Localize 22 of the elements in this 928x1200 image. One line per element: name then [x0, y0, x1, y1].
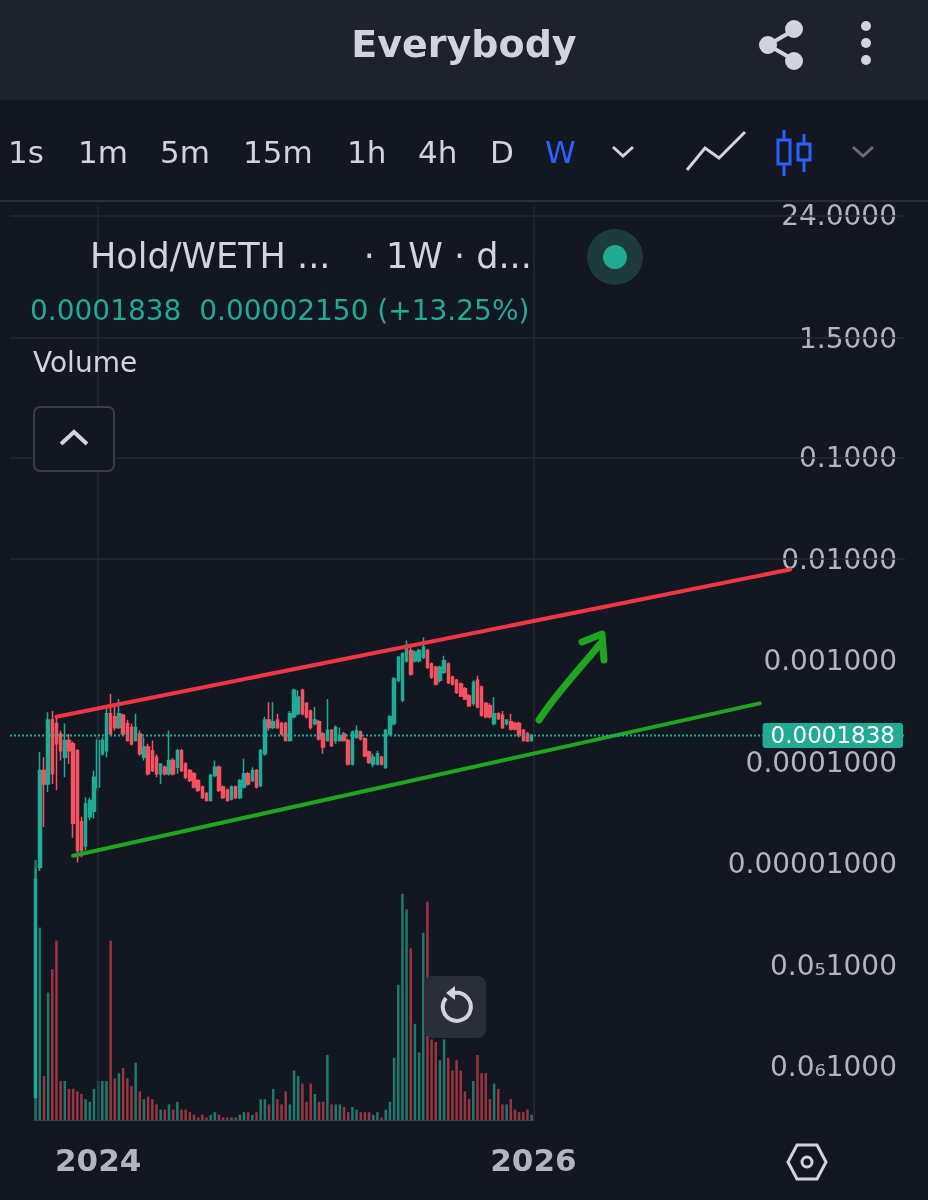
text: 1s: [8, 134, 44, 170]
y-tick-label: 0.0₆1000: [769, 1050, 897, 1084]
chart-title: Everybody: [350, 22, 578, 66]
text: 4h: [418, 134, 458, 170]
y-tick-label: 0.01000: [781, 542, 897, 576]
y-tick-label: 0.001000: [763, 644, 897, 678]
y-tick-label: 24.0000: [781, 199, 897, 233]
y-tick-label: 0.0₅1000: [769, 948, 897, 982]
y-tick-label: 0.00001000: [727, 847, 897, 881]
x-tick-label: 2024: [54, 1141, 142, 1178]
annotation: 0.0001838 0.00002150 (+13.25%): [30, 294, 530, 327]
x-tick-label: 2026: [490, 1141, 577, 1178]
text: 1m: [78, 134, 128, 170]
y-tick-label: 0.1000: [799, 441, 897, 475]
chart-title: Volume: [33, 346, 138, 379]
text: 5m: [160, 134, 210, 170]
y-tick-label: 1.5000: [799, 321, 897, 355]
text: D: [490, 134, 514, 170]
text: Hold/WETH ... · 1W · d...: [90, 236, 532, 276]
text: W: [545, 134, 576, 170]
text: 15m: [243, 134, 313, 170]
text: 1h: [347, 134, 387, 170]
